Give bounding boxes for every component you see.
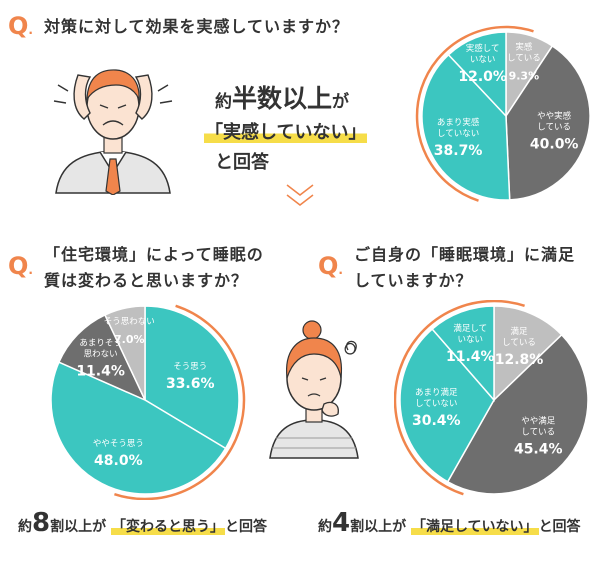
- pie-slice-value: 30.4%: [412, 413, 461, 429]
- pie-slice-label: している: [537, 122, 571, 132]
- pie-slice-label: そう思う: [173, 362, 207, 372]
- pie-accent-ring: [415, 25, 534, 202]
- pie-slice-label: 思わない: [84, 350, 118, 360]
- pie-accent-ring: [394, 300, 525, 496]
- pie-slice-label: あまりそう: [79, 339, 122, 349]
- chevron-down-icon: [286, 184, 314, 206]
- pie-slice: [421, 53, 511, 201]
- q3-pie-chart: 満足している12.8%やや満足している45.4%あまり満足していない30.4%満…: [394, 300, 589, 496]
- pie-slice-label: やや満足: [521, 416, 556, 426]
- stressed-man-illustration: [53, 69, 173, 195]
- q1-question: 対策に対して効果を実感していますか？: [44, 17, 350, 36]
- pie-slice-value: 11.4%: [446, 349, 495, 365]
- pie-accent-ring: [114, 304, 246, 500]
- pie-slice-label: ややそう思う: [93, 439, 144, 449]
- q1-mark: Q.: [8, 12, 33, 40]
- pie-slice: [431, 305, 495, 403]
- pie-slice-label: 実感: [515, 42, 533, 53]
- pie-slice: [493, 305, 563, 402]
- pie-slice-label: している: [502, 338, 536, 348]
- pie-slice-label: そう思わない: [104, 317, 155, 327]
- worried-woman-illustration: [269, 320, 359, 459]
- q1-result-line1: 約半数以上が: [215, 84, 350, 113]
- pie-slice-value: 12.8%: [495, 352, 544, 368]
- pie-slice-label: 実感して: [466, 43, 500, 54]
- pie-slice-label: していない: [415, 399, 457, 409]
- q3-question-line1: ご自身の「睡眠環境」に満足: [354, 245, 576, 264]
- pie-slice-label: やや実感: [537, 110, 572, 121]
- pie-slice-label: している: [521, 427, 555, 437]
- pie-slice: [103, 305, 146, 401]
- pie-slice-label: している: [507, 54, 541, 64]
- pie-slice: [505, 44, 591, 201]
- q1-pie-chart: 実感している9.3%やや実感している40.0%あまり実感していない38.7%実感…: [415, 25, 591, 202]
- pie-slice-value: 7.0%: [114, 333, 145, 346]
- pie-slice-label: 満足して: [453, 324, 487, 334]
- q2-result: 約8割以上が 「変わると思う」と回答: [18, 508, 267, 538]
- pie-slice-label: あまり実感: [437, 117, 480, 128]
- pie-slice-label: あまり満足: [415, 388, 458, 398]
- pie-slice: [50, 361, 227, 495]
- q1-result-line3: と回答: [215, 152, 269, 173]
- pie-slice-label: いない: [470, 55, 496, 65]
- q2-question-line2: 質は変わると思いますか？: [44, 271, 249, 290]
- pie-slice: [144, 305, 240, 450]
- pie-slice-label: 満足: [511, 327, 529, 337]
- q2-mark: Q.: [8, 252, 33, 280]
- q3-mark: Q.: [318, 252, 343, 280]
- pie-slice: [446, 333, 589, 495]
- q3-question-line2: していますか？: [354, 271, 473, 290]
- pie-slice-value: 12.0%: [458, 69, 507, 85]
- pie-slice-value: 33.6%: [166, 376, 215, 392]
- q1-result-line2: 「実感していない」: [204, 122, 368, 143]
- pie-slice-label: いない: [458, 335, 484, 345]
- pie-slice-value: 48.0%: [94, 453, 143, 469]
- q3-result: 約4割以上が 「満足していない」と回答: [318, 508, 581, 538]
- pie-slice: [57, 313, 147, 402]
- pie-slice-label: していない: [437, 129, 479, 139]
- pie-slice-value: 9.3%: [509, 70, 540, 83]
- pie-slice-value: 38.7%: [434, 143, 483, 159]
- q2-question-line1: 「住宅環境」によって睡眠の: [44, 245, 264, 264]
- pie-slice-value: 45.4%: [514, 441, 563, 457]
- pie-slice: [447, 31, 507, 118]
- pie-slice: [399, 328, 495, 483]
- pie-slice-value: 11.4%: [76, 364, 125, 380]
- pie-slice-value: 40.0%: [530, 136, 579, 152]
